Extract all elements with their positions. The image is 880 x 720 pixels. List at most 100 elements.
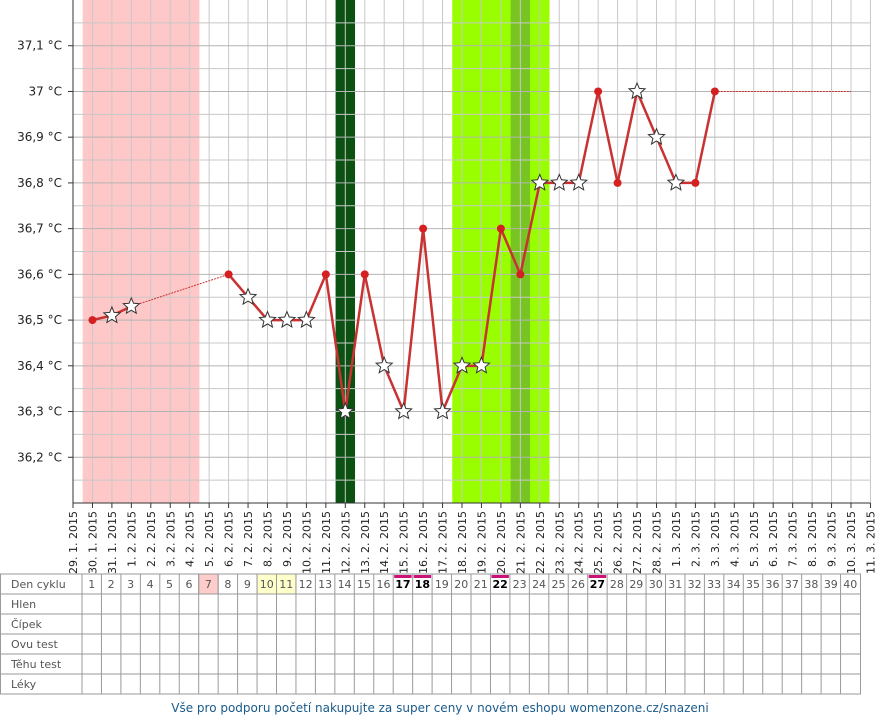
day-number: 17 <box>395 578 410 591</box>
star-marker <box>238 287 258 306</box>
star-marker <box>374 355 394 374</box>
table-row <box>0 593 861 615</box>
x-tick-label: 18. 2. 2015 <box>456 511 469 574</box>
y-tick-label: 36,3 °C <box>17 405 62 419</box>
dot-marker <box>88 316 97 325</box>
day-number: 25 <box>552 578 566 591</box>
day-number: 23 <box>513 578 527 591</box>
day-number: 8 <box>224 578 231 591</box>
day-number: 19 <box>435 578 449 591</box>
star-marker <box>627 81 647 100</box>
row-label: Hlen <box>11 598 36 611</box>
y-tick-label: 36,8 °C <box>17 176 62 190</box>
star-marker <box>394 401 413 420</box>
x-tick-label: 4. 2. 2015 <box>184 511 197 567</box>
day-number: 12 <box>299 578 313 591</box>
day-number: 36 <box>765 578 779 591</box>
day-number: 18 <box>415 578 430 591</box>
dot-marker <box>691 178 700 187</box>
y-tick-label: 36,9 °C <box>17 130 62 144</box>
table-row <box>0 673 861 695</box>
day-number: 33 <box>707 578 721 591</box>
dot-marker <box>613 178 622 187</box>
star-marker <box>433 401 452 420</box>
day-number: 38 <box>804 578 818 591</box>
star-marker <box>277 310 297 329</box>
x-tick-label: 22. 2. 2015 <box>534 511 547 574</box>
star-marker <box>335 401 355 420</box>
day-number: 30 <box>649 578 663 591</box>
x-tick-label: 8. 3. 2015 <box>806 511 819 567</box>
y-tick-label: 37 °C <box>29 84 62 98</box>
day-number: 7 <box>205 578 212 591</box>
marked-day-bar <box>394 575 412 578</box>
dot-marker <box>224 270 233 279</box>
day-number: 4 <box>147 578 154 591</box>
x-tick-label: 16. 2. 2015 <box>417 511 430 574</box>
x-tick-label: 30. 1. 2015 <box>86 511 99 574</box>
star-marker <box>569 173 589 191</box>
table-row <box>0 653 861 675</box>
x-tick-label: 2. 2. 2015 <box>145 511 158 567</box>
x-tick-label: 1. 3. 2015 <box>670 511 683 567</box>
x-tick-label: 24. 2. 2015 <box>573 511 586 574</box>
star-marker <box>666 173 686 191</box>
day-number: 2 <box>108 578 115 591</box>
day-number: 28 <box>610 578 624 591</box>
day-number: 16 <box>376 578 390 591</box>
day-number: 34 <box>727 578 741 591</box>
dot-marker <box>710 87 719 96</box>
y-tick-label: 36,7 °C <box>17 222 62 236</box>
marked-day-bar <box>413 575 432 578</box>
day-number: 6 <box>185 578 192 591</box>
x-tick-label: 3. 3. 2015 <box>709 511 722 567</box>
x-tick-label: 1. 2. 2015 <box>125 511 138 567</box>
table-row <box>0 633 861 655</box>
star-marker <box>102 305 122 324</box>
x-tick-label: 8. 2. 2015 <box>262 511 275 567</box>
star-marker <box>472 355 491 374</box>
star-marker <box>122 296 141 315</box>
day-number: 27 <box>590 578 605 591</box>
day-number: 5 <box>166 578 173 591</box>
x-tick-label: 4. 3. 2015 <box>728 511 741 567</box>
x-tick-label: 9. 3. 2015 <box>826 511 839 567</box>
gap-bridge <box>131 273 229 307</box>
day-number: 3 <box>127 578 134 591</box>
row-label: Čípek <box>11 618 42 631</box>
day-number: 31 <box>668 578 682 591</box>
x-tick-label: 25. 2. 2015 <box>592 511 605 574</box>
star-marker <box>258 310 277 329</box>
day-number: 40 <box>843 578 857 591</box>
y-tick-label: 36,2 °C <box>17 450 62 464</box>
day-number: 20 <box>454 578 468 591</box>
table-row <box>0 613 861 635</box>
x-tick-label: 12. 2. 2015 <box>339 511 352 574</box>
footer-link[interactable]: Vše pro podporu početí nakupujte za supe… <box>171 701 708 715</box>
day-number: 14 <box>338 578 352 591</box>
marked-day-bar <box>588 575 607 578</box>
dot-marker <box>419 224 428 233</box>
x-tick-label: 5. 2. 2015 <box>203 511 216 567</box>
x-tick-label: 21. 2. 2015 <box>514 511 527 574</box>
row-label: Den cyklu <box>11 578 66 591</box>
day-number: 39 <box>824 578 838 591</box>
x-tick-label: 14. 2. 2015 <box>378 511 391 574</box>
x-tick-label: 9. 2. 2015 <box>281 511 294 567</box>
x-tick-label: 3. 2. 2015 <box>164 511 177 567</box>
day-number: 29 <box>629 578 643 591</box>
row-label: Léky <box>11 678 37 691</box>
day-number: 24 <box>532 578 546 591</box>
dot-marker <box>496 224 505 233</box>
day-number: 15 <box>357 578 371 591</box>
x-tick-label: 11. 2. 2015 <box>320 511 333 574</box>
star-marker <box>530 173 550 191</box>
day-number: 35 <box>746 578 760 591</box>
star-marker <box>297 310 316 329</box>
x-tick-label: 5. 3. 2015 <box>748 511 761 567</box>
x-tick-label: 6. 3. 2015 <box>767 511 780 567</box>
x-tick-label: 13. 2. 2015 <box>359 511 372 574</box>
star-marker <box>549 173 569 191</box>
